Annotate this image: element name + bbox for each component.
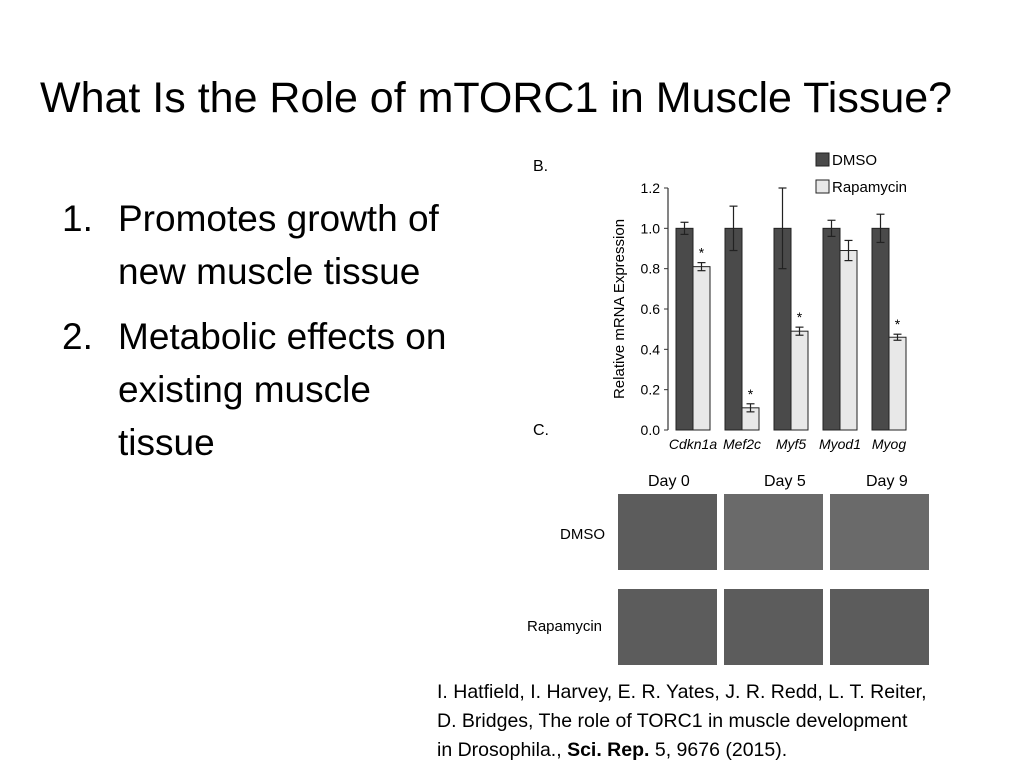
x-tick-label: Myod1 — [819, 436, 861, 452]
legend-label: DMSO — [832, 152, 877, 169]
column-label-day-9: Day 9 — [866, 473, 908, 490]
y-tick-label: 0.2 — [641, 382, 661, 398]
x-tick-label: Myog — [872, 436, 906, 452]
citation-journal: Sci. Rep. — [567, 739, 650, 761]
x-tick-label: Mef2c — [723, 436, 761, 452]
y-axis-label: Relative mRNA Expression — [611, 219, 628, 399]
citation-line: D. Bridges, The role of TORC1 in muscle … — [437, 710, 908, 732]
slide-title: What Is the Role of mTORC1 in Muscle Tis… — [40, 74, 953, 122]
bar — [888, 336, 907, 431]
bullet-item: 2. Metabolic effects on existing muscle … — [62, 310, 462, 469]
bar — [871, 227, 890, 431]
micrograph-dmso-day-0 — [618, 494, 717, 570]
citation-line: in Drosophila., Sci. Rep. 5, 9676 (2015)… — [437, 736, 1017, 765]
significance-marker: * — [797, 309, 803, 325]
row-label-dmso: DMSO — [560, 526, 605, 543]
micrograph-dmso-day-5 — [724, 494, 823, 570]
citation: I. Hatfield, I. Harvey, E. R. Yates, J. … — [437, 678, 1017, 765]
bullet-number: 2. — [62, 316, 93, 357]
micrograph-rapamycin-day-9 — [830, 589, 929, 665]
y-tick-label: 0.6 — [641, 301, 661, 317]
bar — [822, 227, 841, 431]
panel-c-label: C. — [533, 422, 549, 439]
significance-marker: * — [895, 316, 901, 332]
bar — [724, 227, 743, 431]
micrograph-rapamycin-day-5 — [724, 589, 823, 665]
row-label-rapamycin: Rapamycin — [527, 618, 603, 635]
y-tick-label: 1.0 — [641, 220, 661, 236]
bullet-text: Metabolic effects on existing muscle tis… — [118, 316, 447, 463]
y-tick-label: 0.4 — [641, 341, 661, 357]
x-tick-label: Myf5 — [776, 436, 807, 452]
citation-text: in Drosophila., — [437, 739, 568, 761]
column-label-day-5: Day 5 — [764, 473, 806, 490]
bar — [790, 330, 809, 431]
bar — [675, 227, 694, 431]
bullet-list: 1. Promotes growth of new muscle tissue … — [62, 192, 462, 481]
legend-swatch — [815, 179, 830, 194]
legend-label: Rapamycin — [832, 179, 907, 196]
bar — [839, 250, 858, 431]
bar-chart: 0.0 0.2 0.4 0.6 0.8 1.0 1.2 Relative mRNA Expre… — [611, 152, 907, 452]
citation-text: 5, 9676 (2015). — [649, 739, 788, 761]
column-label-day-0: Day 0 — [648, 473, 690, 490]
significance-marker: * — [748, 386, 754, 402]
bar — [692, 266, 711, 431]
bullet-text: Promotes growth of new muscle tissue — [118, 198, 439, 292]
significance-marker: * — [699, 245, 705, 261]
x-tick-label: Cdkn1a — [669, 436, 717, 452]
panel-b-label: B. — [533, 158, 549, 175]
micrograph-dmso-day-9 — [830, 494, 929, 570]
y-tick-label: 1.2 — [641, 180, 661, 196]
legend-swatch — [815, 152, 830, 167]
citation-line: I. Hatfield, I. Harvey, E. R. Yates, J. … — [437, 681, 927, 703]
bullet-item: 1. Promotes growth of new muscle tissue — [62, 192, 462, 298]
bullet-number: 1. — [62, 198, 93, 239]
y-tick-label: 0.0 — [641, 422, 661, 438]
y-tick-label: 0.8 — [641, 261, 661, 277]
micrograph-rapamycin-day-0 — [618, 589, 717, 665]
